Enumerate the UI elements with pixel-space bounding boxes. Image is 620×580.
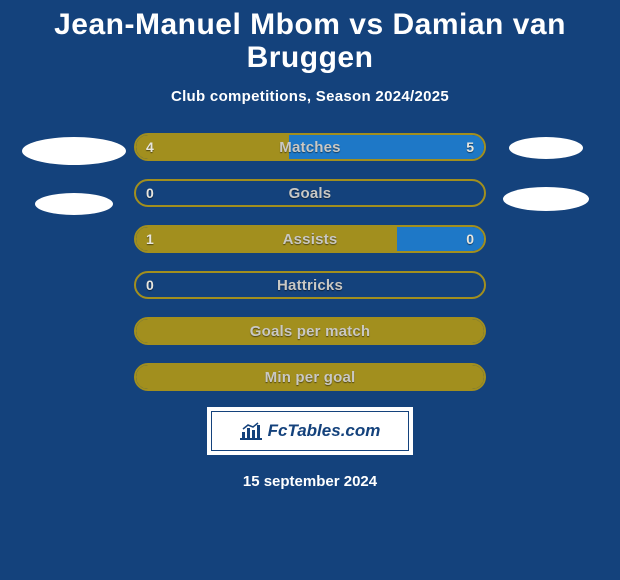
stat-bar: 45Matches	[134, 133, 486, 161]
badge-text: FcTables.com	[268, 421, 381, 441]
right-ellipse-0	[509, 137, 583, 159]
main-content-row: 45Matches 0Goals 10Assists 0Hattricks Goals …	[0, 133, 620, 391]
stat-bar: 0Hattricks	[134, 271, 486, 299]
bar-label: Matches	[136, 135, 484, 159]
left-ellipse-0	[22, 137, 126, 165]
brand-badge[interactable]: FcTables.com	[207, 407, 413, 455]
badge-content: FcTables.com	[240, 421, 381, 441]
bar-label: Assists	[136, 227, 484, 251]
chart-icon	[240, 422, 262, 440]
stat-bar: 0Goals	[134, 179, 486, 207]
date-label: 15 september 2024	[243, 473, 377, 490]
page-subtitle: Club competitions, Season 2024/2025	[171, 88, 449, 105]
stat-bar: Min per goal	[134, 363, 486, 391]
bar-label: Goals per match	[136, 319, 484, 343]
bar-label: Goals	[136, 181, 484, 205]
left-player-col	[14, 133, 134, 215]
stat-bar: Goals per match	[134, 317, 486, 345]
right-ellipse-1	[503, 187, 589, 211]
stats-bars-col: 45Matches 0Goals 10Assists 0Hattricks Goals …	[134, 133, 486, 391]
bar-label: Hattricks	[136, 273, 484, 297]
stat-bar: 10Assists	[134, 225, 486, 253]
left-ellipse-1	[35, 193, 113, 215]
right-player-col	[486, 133, 606, 211]
bar-label: Min per goal	[136, 365, 484, 389]
page-title: Jean-Manuel Mbom vs Damian van Bruggen	[0, 8, 620, 74]
comparison-widget: Jean-Manuel Mbom vs Damian van Bruggen C…	[0, 0, 620, 580]
